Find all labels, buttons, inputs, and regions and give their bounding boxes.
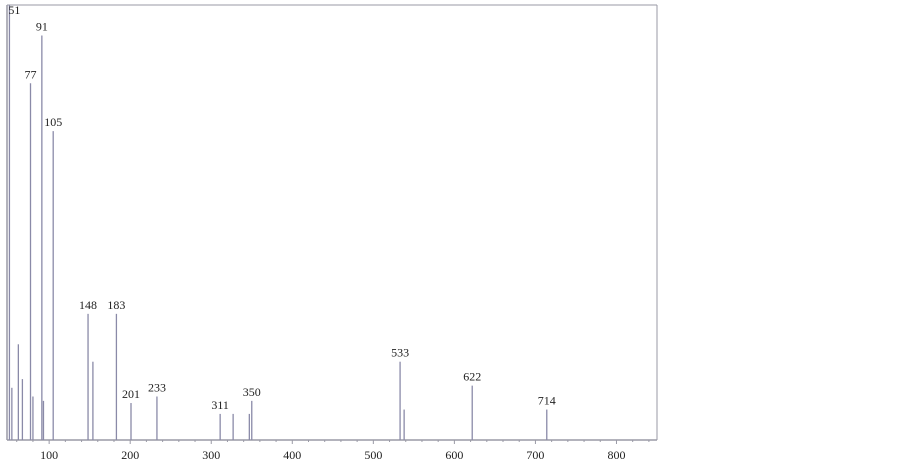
x-tick-label: 200 [121,448,139,462]
x-tick-label: 100 [40,448,58,462]
x-tick-label: 600 [445,448,463,462]
x-axis: 100 200 300 400 500 600 700 800 [16,440,650,462]
peak-label-91: 91 [36,19,48,33]
peak-label-77: 77 [25,67,37,81]
x-tick-label: 400 [283,448,301,462]
peak-label-714: 714 [538,394,556,408]
x-tick-label: 300 [202,448,220,462]
peak-label-233: 233 [148,381,166,395]
peak-label-148: 148 [79,298,97,312]
peak-label-201: 201 [122,387,140,401]
peaks: 51 77 91 105 148 183 201 233 311 350 533 622 714 [8,3,556,440]
x-tick-label: 500 [364,448,382,462]
peak-label-183: 183 [107,298,125,312]
peak-label-350: 350 [243,385,261,399]
peak-label-51: 51 [8,3,20,17]
peak-label-533: 533 [391,346,409,360]
x-tick-label: 800 [607,448,625,462]
plot-frame [6,4,658,441]
peak-label-105: 105 [44,115,62,129]
x-tick-label: 700 [526,448,544,462]
peak-label-622: 622 [463,370,481,384]
peak-label-311: 311 [211,398,229,412]
